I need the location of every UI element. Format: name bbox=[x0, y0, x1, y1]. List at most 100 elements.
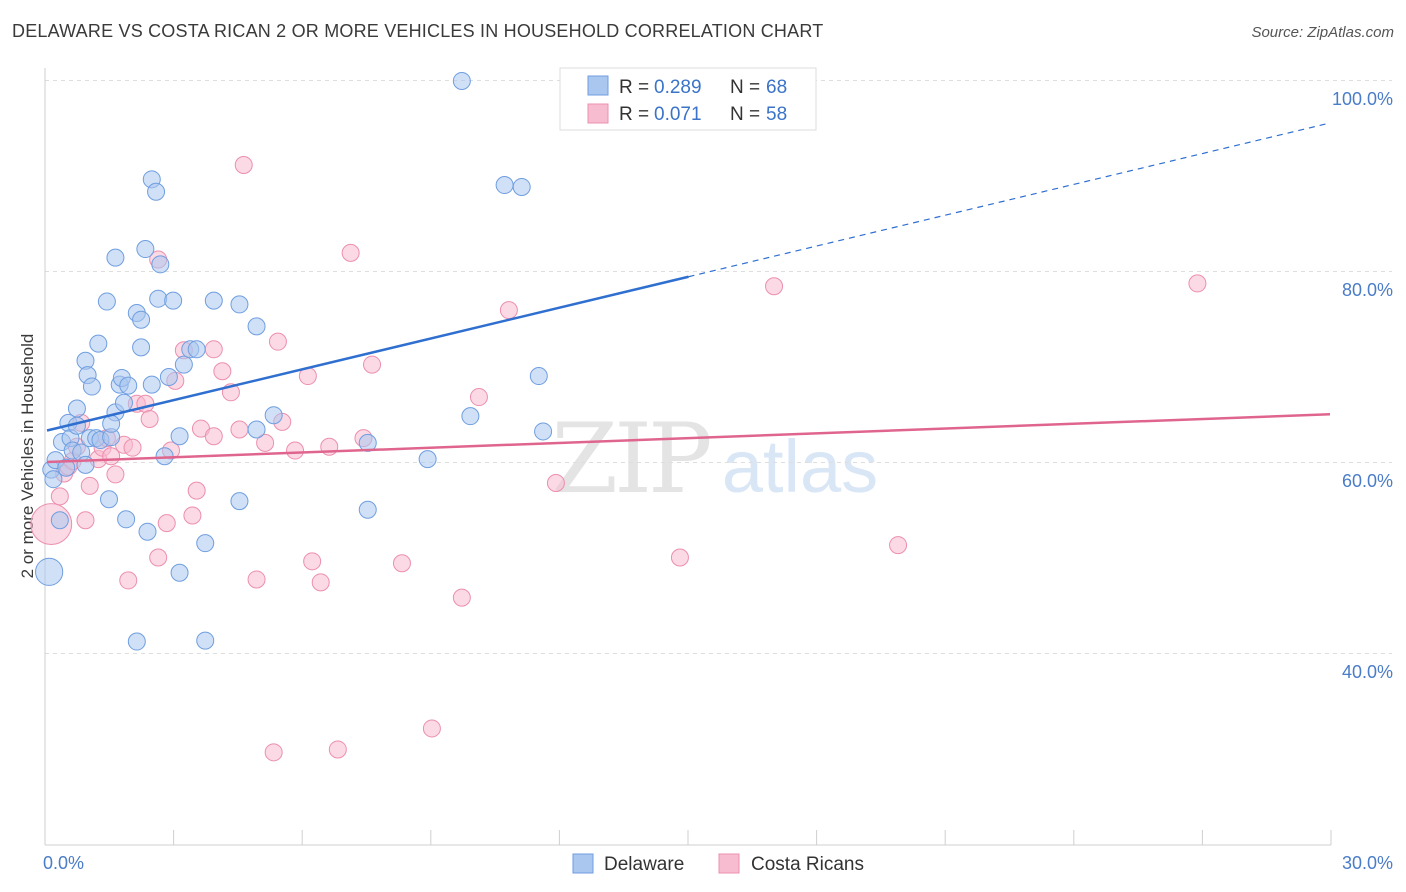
costa-ricans-point-43 bbox=[311, 573, 330, 592]
costa-ricans-point-8 bbox=[80, 476, 99, 495]
legend-n-value-costa-ricans: 58 bbox=[766, 104, 787, 125]
costa-ricans-point-46 bbox=[341, 243, 360, 262]
costa-ricans-point-27 bbox=[187, 481, 206, 500]
delaware-point-54 bbox=[247, 317, 266, 336]
y-tick-labels: 40.0% 60.0% 80.0% 100.0% bbox=[1332, 89, 1393, 682]
costa-ricans-point-57 bbox=[889, 536, 908, 555]
costa-ricans-point-48 bbox=[363, 355, 382, 374]
costa-ricans-point-51 bbox=[452, 588, 471, 607]
costa-ricans-point-55 bbox=[670, 548, 689, 567]
costa-ricans-point-38 bbox=[268, 332, 287, 351]
costa-ricans-point-35 bbox=[247, 570, 266, 589]
delaware-point-60 bbox=[452, 71, 471, 90]
y-axis-label: 2 or more Vehicles in Household bbox=[18, 334, 37, 579]
legend-swatch-delaware bbox=[587, 75, 609, 96]
delaware-point-39 bbox=[149, 289, 168, 308]
delaware-point-49 bbox=[196, 534, 215, 553]
bottom-legend: Delaware Costa Ricans bbox=[572, 853, 864, 875]
series-delaware-points bbox=[35, 71, 553, 651]
bottom-legend-label-costa-ricans: Costa Ricans bbox=[751, 854, 864, 875]
delaware-point-66 bbox=[127, 632, 146, 651]
delaware-point-4 bbox=[50, 511, 69, 530]
legend-box: R = 0.289 N = 68 R = 0.071 N = 58 bbox=[559, 67, 817, 131]
legend-n-label-costa-ricans: N = bbox=[730, 104, 765, 125]
delaware-point-46 bbox=[174, 355, 193, 374]
delaware-point-52 bbox=[230, 492, 249, 511]
delaware-point-14 bbox=[76, 455, 95, 474]
costa-ricans-point-7 bbox=[76, 511, 95, 530]
costa-ricans-point-56 bbox=[765, 277, 784, 296]
delaware-point-22 bbox=[100, 490, 119, 509]
delaware-point-35 bbox=[138, 522, 157, 541]
delaware-point-29 bbox=[117, 510, 136, 529]
bottom-legend-label-delaware: Delaware bbox=[604, 854, 684, 875]
delaware-point-2 bbox=[44, 470, 63, 489]
costa-ricans-point-13 bbox=[106, 465, 125, 484]
costa-ricans-point-58 bbox=[1188, 274, 1207, 293]
x-tick-marks bbox=[44, 830, 1332, 845]
y-tick-label-40: 40.0% bbox=[1342, 662, 1393, 682]
delaware-point-63 bbox=[512, 177, 531, 196]
delaware-point-51 bbox=[204, 291, 223, 310]
costa-ricans-point-37 bbox=[264, 743, 283, 762]
delaware-point-56 bbox=[264, 406, 283, 425]
costa-ricans-point-52 bbox=[469, 388, 488, 407]
trend-line-costa-ricans bbox=[46, 413, 1331, 464]
delaware-point-38 bbox=[147, 182, 166, 201]
trend-lines bbox=[46, 122, 1331, 464]
delaware-point-53 bbox=[230, 295, 249, 314]
delaware-point-0 bbox=[35, 557, 64, 586]
delaware-point-28 bbox=[114, 393, 133, 412]
delaware-point-65 bbox=[534, 422, 553, 441]
costa-ricans-point-54 bbox=[546, 474, 565, 493]
bottom-legend-swatch-costa-ricans bbox=[718, 853, 740, 874]
delaware-point-55 bbox=[247, 420, 266, 439]
delaware-point-6 bbox=[57, 458, 76, 477]
delaware-point-45 bbox=[170, 563, 189, 582]
costa-ricans-point-42 bbox=[303, 552, 322, 571]
y-tick-label-100: 100.0% bbox=[1332, 89, 1393, 109]
legend-r-label-costa-ricans: R = bbox=[619, 104, 654, 125]
source-label: Source: ZipAtlas.com bbox=[1251, 24, 1394, 41]
costa-ricans-point-29 bbox=[204, 340, 223, 359]
costa-ricans-point-50 bbox=[422, 719, 441, 738]
delaware-point-62 bbox=[495, 176, 514, 195]
chart-title: DELAWARE VS COSTA RICAN 2 OR MORE VEHICL… bbox=[12, 21, 824, 41]
costa-ricans-point-16 bbox=[123, 438, 142, 457]
y-tick-label-80: 80.0% bbox=[1342, 280, 1393, 300]
bottom-legend-swatch-delaware bbox=[572, 853, 594, 874]
delaware-point-40 bbox=[151, 255, 170, 274]
costa-ricans-point-53 bbox=[499, 301, 518, 320]
trend-line-delaware-extension bbox=[688, 122, 1331, 278]
legend-n-label-delaware: N = bbox=[730, 77, 765, 98]
costa-ricans-point-21 bbox=[149, 548, 168, 567]
delaware-point-11 bbox=[67, 399, 86, 418]
costa-ricans-point-33 bbox=[230, 420, 249, 439]
legend-r-value-costa-ricans: 0.071 bbox=[654, 104, 702, 125]
watermark: ZIP atlas bbox=[551, 403, 878, 515]
delaware-point-32 bbox=[132, 338, 151, 357]
delaware-point-57 bbox=[358, 500, 377, 519]
delaware-point-34 bbox=[136, 240, 155, 259]
costa-ricans-point-22 bbox=[157, 514, 176, 533]
costa-ricans-point-1 bbox=[50, 487, 69, 506]
costa-ricans-point-30 bbox=[204, 427, 223, 446]
delaware-point-42 bbox=[159, 368, 178, 387]
delaware-point-67 bbox=[102, 414, 121, 433]
costa-ricans-point-45 bbox=[328, 740, 347, 759]
legend-r-label-delaware: R = bbox=[619, 77, 654, 98]
delaware-point-33 bbox=[132, 310, 151, 329]
delaware-point-17 bbox=[82, 377, 101, 396]
grid-lines bbox=[45, 80, 1392, 654]
delaware-point-50 bbox=[196, 631, 215, 650]
delaware-point-44 bbox=[170, 427, 189, 446]
y-tick-label-60: 60.0% bbox=[1342, 471, 1393, 491]
delaware-point-64 bbox=[529, 367, 548, 386]
trend-line-delaware bbox=[46, 275, 689, 432]
delaware-point-19 bbox=[89, 334, 108, 353]
costa-ricans-point-31 bbox=[213, 362, 232, 381]
costa-ricans-point-36 bbox=[256, 433, 275, 452]
legend-n-value-delaware: 68 bbox=[766, 77, 787, 98]
delaware-point-43 bbox=[164, 291, 183, 310]
delaware-point-30 bbox=[119, 376, 138, 395]
